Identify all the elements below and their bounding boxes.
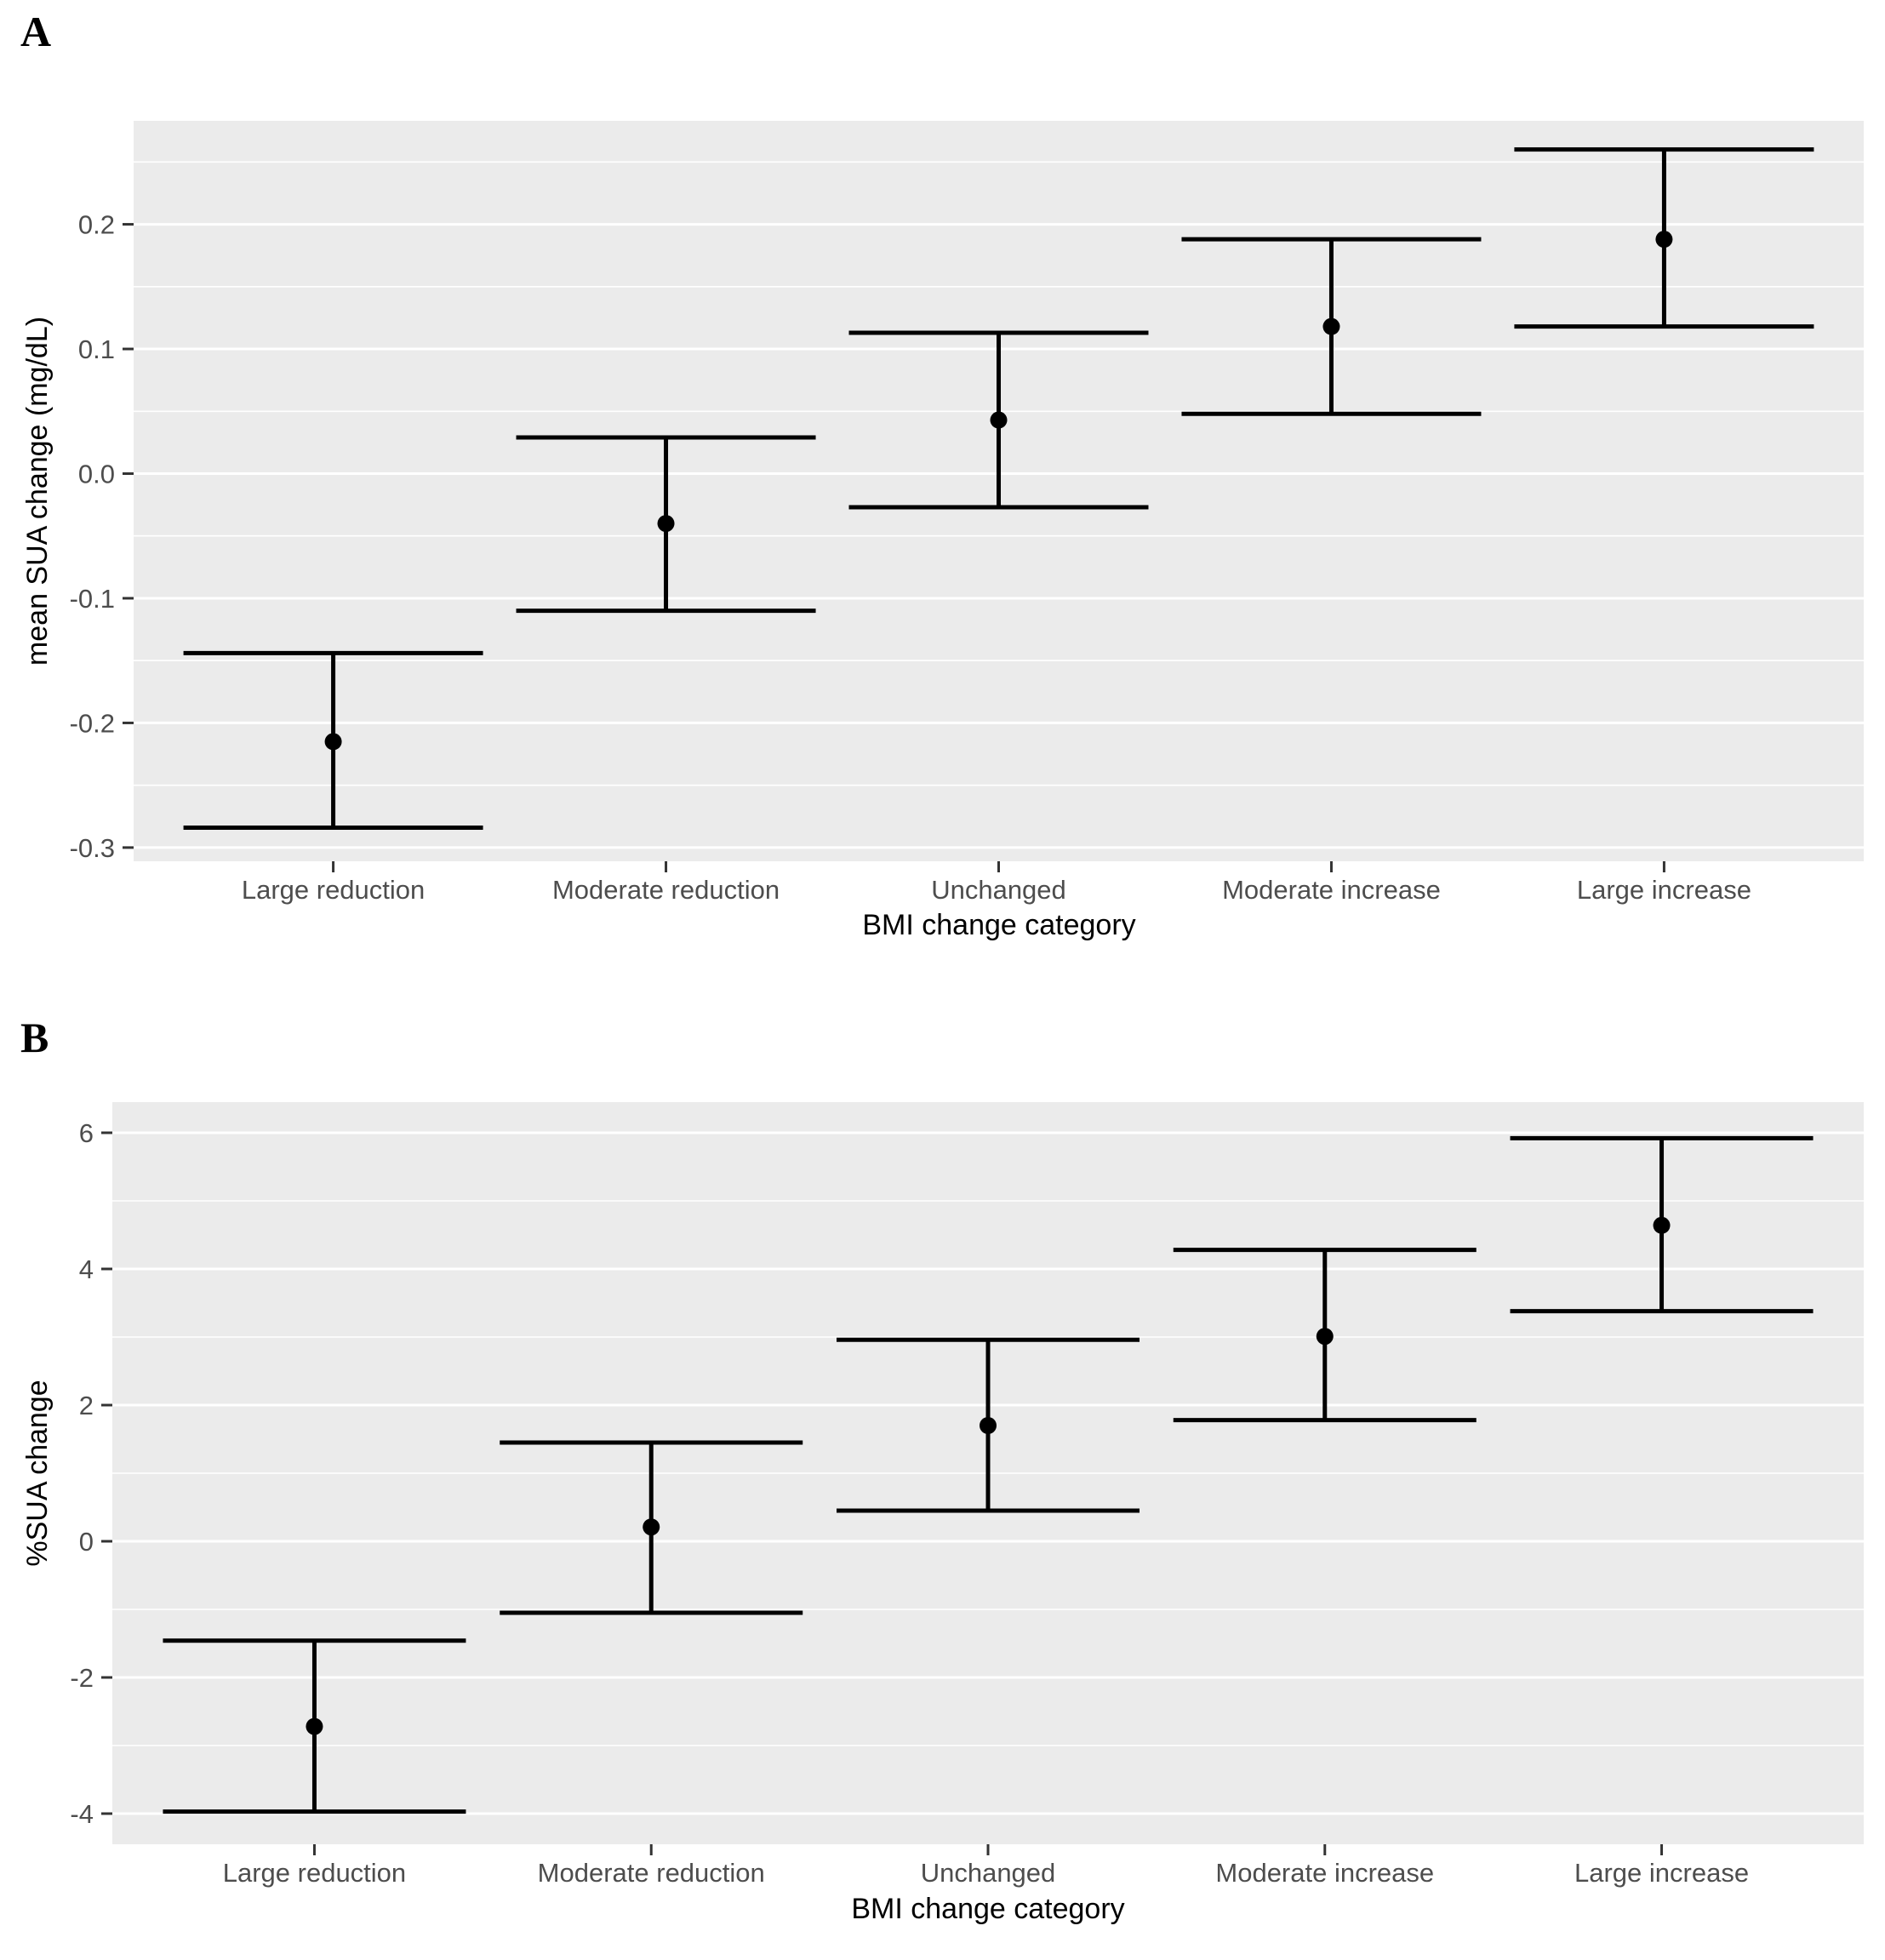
panel-a-letter: A [20,8,52,55]
point-marker [1316,1328,1334,1346]
y-tick-label: 0.0 [78,459,115,489]
y-tick-label: -0.1 [70,584,115,614]
point-marker [1655,231,1673,249]
y-tick-label: 0.2 [78,210,115,240]
y-tick-label: 6 [79,1118,94,1148]
panel-b-x-axis-title: BMI change category [851,1893,1125,1925]
point-marker [1322,317,1340,335]
panel-a-y-axis-title: mean SUA change (mg/dL) [21,316,54,666]
y-tick-label: 0.1 [78,334,115,364]
x-tick-label: Unchanged [921,1858,1056,1888]
x-tick-label: Moderate reduction [552,875,780,905]
y-tick-label: 4 [79,1254,94,1284]
x-tick-label: Moderate increase [1215,1858,1434,1888]
point-marker [980,1417,997,1434]
panel-b-letter: B [20,1014,49,1061]
panel-b-y-axis-title: %SUA change [21,1380,54,1567]
point-marker [306,1717,323,1735]
x-tick-label: Large reduction [223,1858,406,1888]
x-tick-label: Moderate reduction [538,1858,765,1888]
point-marker [657,515,675,533]
panel-a-x-axis-title: BMI change category [862,909,1136,941]
y-tick-label: 0 [79,1527,94,1557]
y-tick-label: 2 [79,1391,94,1420]
y-tick-label: -4 [70,1799,94,1829]
point-marker [1653,1216,1671,1234]
x-tick-label: Large increase [1574,1858,1749,1888]
point-marker [990,411,1008,429]
point-marker [643,1518,660,1536]
y-tick-label: -0.2 [70,708,115,738]
x-tick-label: Unchanged [931,875,1066,905]
point-marker [324,733,342,751]
x-tick-label: Moderate increase [1222,875,1441,905]
y-tick-label: -2 [70,1663,94,1693]
x-tick-label: Large reduction [242,875,425,905]
x-tick-label: Large increase [1577,875,1751,905]
y-tick-label: -0.3 [70,833,115,863]
